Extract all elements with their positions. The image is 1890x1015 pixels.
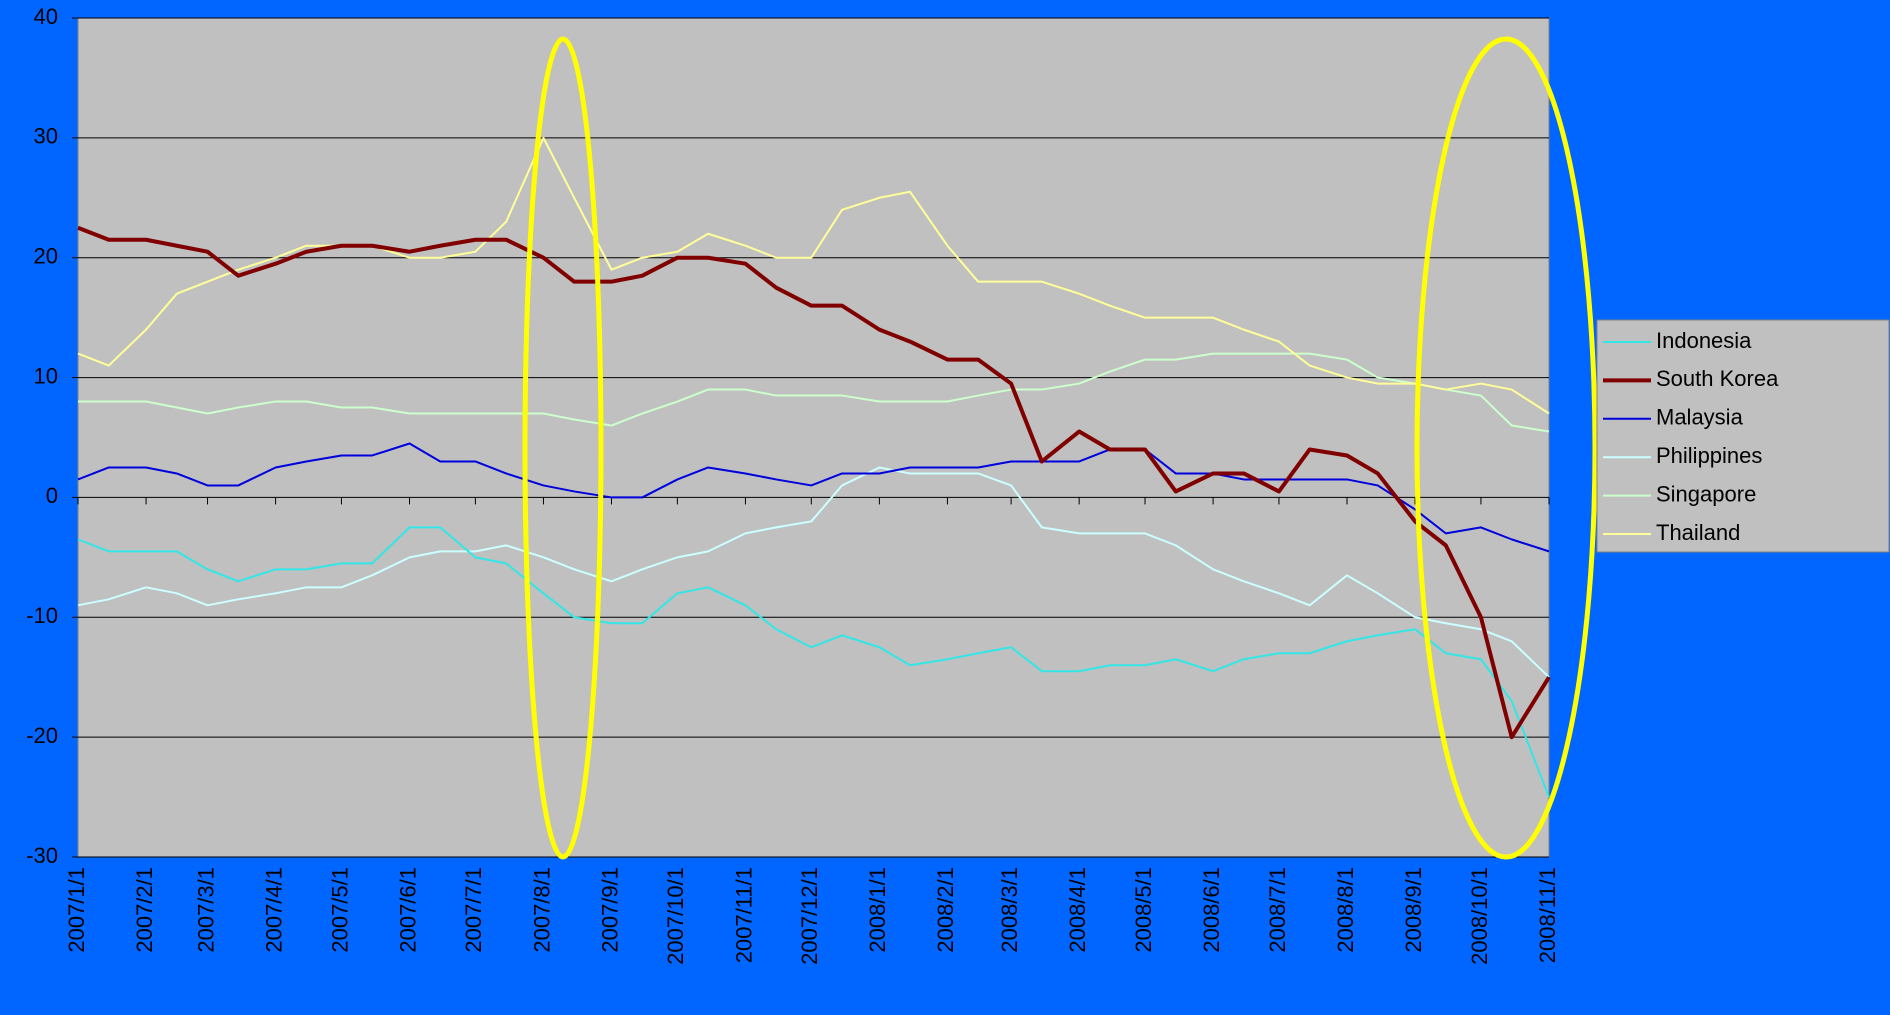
x-tick-label: 2008/10/1 <box>1467 867 1492 965</box>
legend-label: Malaysia <box>1656 405 1744 430</box>
x-tick-label: 2008/9/1 <box>1401 867 1426 953</box>
x-tick-label: 2007/10/1 <box>663 867 688 965</box>
x-tick-label: 2008/1/1 <box>865 867 890 953</box>
grid: -30 -20 -10 0 10 20 30 40 2007/1/1 2007/2/1 2007/3… <box>26 4 1560 965</box>
series-line <box>77 442 1550 553</box>
x-tick-label: 2007/8/1 <box>529 867 554 953</box>
x-tick-label: 2008/11/1 <box>1535 867 1560 963</box>
x-tick-label: 2007/12/1 <box>797 867 822 965</box>
x-tick-label: 2007/9/1 <box>597 867 622 953</box>
x-tick-label: 2008/7/1 <box>1265 867 1290 953</box>
y-tick-label: 30 <box>34 124 58 149</box>
legend-entries: Indonesia South Korea Malaysia Philippines S… <box>1603 328 1779 545</box>
x-tick-label: 2008/2/1 <box>933 867 958 953</box>
legend-label: Singapore <box>1656 481 1756 506</box>
series-line <box>77 136 1550 415</box>
x-tick-label: 2007/1/1 <box>64 867 89 953</box>
legend <box>1596 319 1890 553</box>
x-tick-label: 2008/5/1 <box>1131 867 1156 953</box>
x-tick-label: 2008/6/1 <box>1199 867 1224 953</box>
x-tick-label: 2007/4/1 <box>261 867 286 953</box>
legend-label: Indonesia <box>1656 328 1752 353</box>
series-line <box>77 225 1551 740</box>
x-tick-label: 2007/11/1 <box>731 867 756 963</box>
highlight-ellipse <box>522 36 604 860</box>
y-tick-label: 20 <box>34 244 58 269</box>
plot-area <box>77 17 1550 858</box>
y-tick-label: -10 <box>26 603 58 628</box>
x-tick-label: 2008/4/1 <box>1065 867 1090 953</box>
series-line <box>77 526 1550 798</box>
lines <box>77 136 1551 798</box>
legend-label: Thailand <box>1656 520 1740 545</box>
x-tick-label: 2008/8/1 <box>1333 867 1358 953</box>
x-tick-label: 2008/3/1 <box>997 867 1022 953</box>
x-tick-label: 2007/3/1 <box>193 867 218 953</box>
legend-label: South Korea <box>1656 366 1779 391</box>
y-tick-label: 40 <box>34 4 58 29</box>
y-tick-label: 0 <box>46 483 58 508</box>
y-tick-label: -30 <box>26 843 58 868</box>
x-tick-label: 2007/5/1 <box>327 867 352 953</box>
y-tick-label: -20 <box>26 723 58 748</box>
x-tick-label: 2007/7/1 <box>461 867 486 953</box>
series-line <box>78 352 1550 433</box>
legend-label: Philippines <box>1656 443 1762 468</box>
x-tick-label: 2007/6/1 <box>395 867 420 953</box>
series-line <box>77 466 1550 678</box>
y-tick-label: 10 <box>34 363 58 388</box>
x-tick-label: 2007/2/1 <box>132 867 157 953</box>
highlight-ellipse <box>1414 36 1598 860</box>
